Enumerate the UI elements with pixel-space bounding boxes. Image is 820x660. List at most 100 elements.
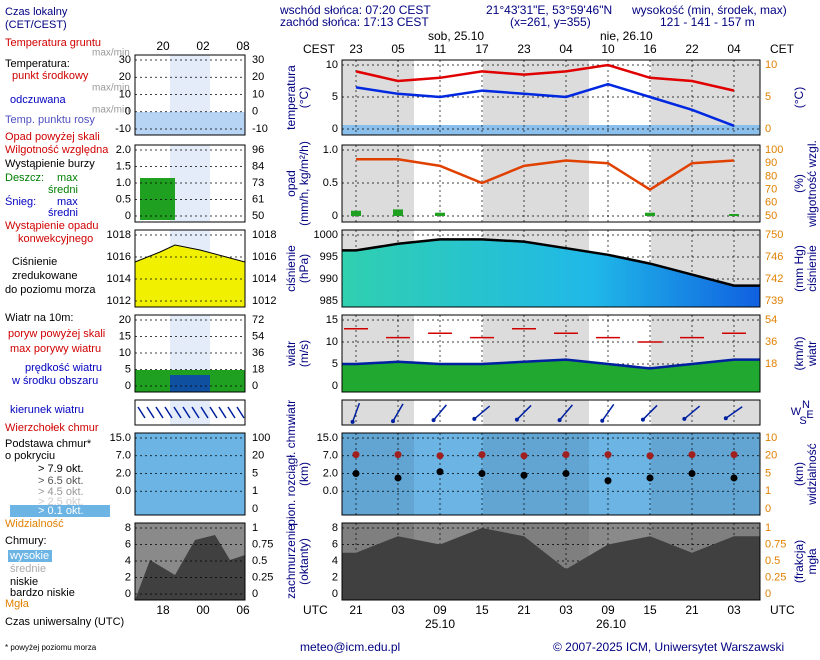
tick-label: 5 <box>332 358 338 370</box>
tick-label: 10 <box>119 88 131 100</box>
wind-arrow <box>351 402 361 423</box>
tick-label: 18 <box>765 358 777 370</box>
mini-bg <box>135 433 245 515</box>
legend-text: max/min <box>92 83 130 94</box>
tick-label: 0.75 <box>252 538 273 550</box>
tick-label: 5 <box>765 91 771 103</box>
axis-label: ciśnienie <box>805 245 819 292</box>
night-band <box>342 60 414 135</box>
tick-label: 1014 <box>252 273 276 285</box>
tick-label: 7.0 <box>116 450 131 462</box>
tick-label: 100 <box>765 144 783 156</box>
tick-label: 1 <box>252 522 258 534</box>
axis-label: (km/h) <box>792 337 806 371</box>
legend-text: max <box>57 172 78 184</box>
mini-day <box>170 145 210 222</box>
legend-text: o pokryciu <box>5 450 55 462</box>
utc-zone-end: UTC <box>770 603 795 617</box>
tick-label: 20 <box>252 71 264 83</box>
tick-label: 20 <box>252 450 264 462</box>
legend-text: > 6.5 okt. <box>38 475 84 487</box>
panel-frame <box>341 59 761 136</box>
tick-label: 0.5 <box>765 555 780 567</box>
mini-frame <box>134 399 246 426</box>
legend-text: bardzo niskie <box>10 587 75 599</box>
mini-local-hour: 08 <box>236 39 250 53</box>
tick-label: 8 <box>332 522 338 534</box>
night-band <box>651 433 760 515</box>
tick-label: 0 <box>332 210 338 222</box>
dot <box>520 471 528 479</box>
legend-text: punkt środkowy <box>12 70 89 82</box>
grid-position: (x=261, y=355) <box>510 15 591 29</box>
legend-text: Temperatura: <box>5 58 70 70</box>
tick-label: 1.0 <box>323 144 338 156</box>
utc-hour: 09 <box>433 603 447 617</box>
tick-label: 0 <box>125 210 131 222</box>
night-band <box>651 60 760 135</box>
height-title: wysokość (min, środek, max) <box>631 3 787 17</box>
tick-label: 54 <box>765 314 777 326</box>
wind-arrow <box>432 404 448 421</box>
compass: N <box>802 399 810 411</box>
legend-text: Ciśnienie <box>12 256 57 268</box>
legend-text: kierunek wiatru <box>10 404 84 416</box>
tick-label: 54 <box>252 330 264 342</box>
tick-label: -10 <box>252 123 268 135</box>
mini-local-hour: 02 <box>196 39 210 53</box>
mini-frame <box>134 229 246 308</box>
line <box>355 82 735 127</box>
tick-label: 0 <box>332 380 338 392</box>
bar <box>435 212 445 216</box>
tick-label: 15.0 <box>110 432 131 444</box>
wind-arrow-head <box>391 419 395 424</box>
area-line <box>342 238 760 287</box>
legend-text: w środku obszaru <box>11 375 98 387</box>
legend-text: > 2.5 okt. <box>38 496 84 508</box>
tick-label: 50 <box>765 210 777 222</box>
tick-label: 0 <box>125 106 131 118</box>
legend-text: Temperatura gruntu <box>5 37 101 49</box>
tick-label: 6 <box>125 538 131 550</box>
axis-label: temperatura <box>284 65 298 130</box>
legend-text: Chmury: <box>5 535 47 547</box>
panel-frame <box>341 522 761 601</box>
mini-utc-hour: 06 <box>236 603 250 617</box>
tick-label: 30 <box>119 54 131 66</box>
tick-label: 1 <box>765 485 771 497</box>
dot <box>352 470 360 477</box>
wind-arrow-head <box>600 418 605 423</box>
tick-label: -10 <box>115 123 131 135</box>
wind-arrow-head <box>472 416 477 421</box>
tick-label: 2 <box>125 571 131 583</box>
tick-label: 1.5 <box>116 160 131 172</box>
tick-label: 739 <box>765 295 783 307</box>
mini-arrow <box>164 406 173 419</box>
legend-text: max/min <box>92 48 130 59</box>
dot <box>478 470 486 477</box>
mini-arrow <box>146 406 155 419</box>
mini-wind-core <box>170 375 210 392</box>
area-line <box>342 358 760 370</box>
mini-frame <box>134 54 246 136</box>
tick-label: 5 <box>765 467 771 479</box>
night-band <box>651 145 760 222</box>
mini-frame <box>134 432 246 516</box>
axis-label: (°C) <box>297 87 311 108</box>
tick-label: 10 <box>252 88 264 100</box>
mini-arrow <box>173 406 182 419</box>
panel-frame <box>341 229 761 308</box>
local-hour: 04 <box>727 42 741 56</box>
tick-label: 7.0 <box>323 450 338 462</box>
tick-label: 1012 <box>107 295 131 307</box>
tick-label: 1018 <box>107 229 131 241</box>
tick-label: 2.0 <box>323 467 338 479</box>
axis-label: widzialność <box>805 443 819 505</box>
tick-label: 0.0 <box>116 485 131 497</box>
coords: 21°43'31"E, 53°59'46"N <box>486 3 612 17</box>
axis-label: zachmurzenie <box>284 524 298 599</box>
mini-rain <box>140 178 175 220</box>
dot <box>730 474 738 482</box>
dot <box>436 468 444 476</box>
tick-label: 1 <box>252 485 258 497</box>
